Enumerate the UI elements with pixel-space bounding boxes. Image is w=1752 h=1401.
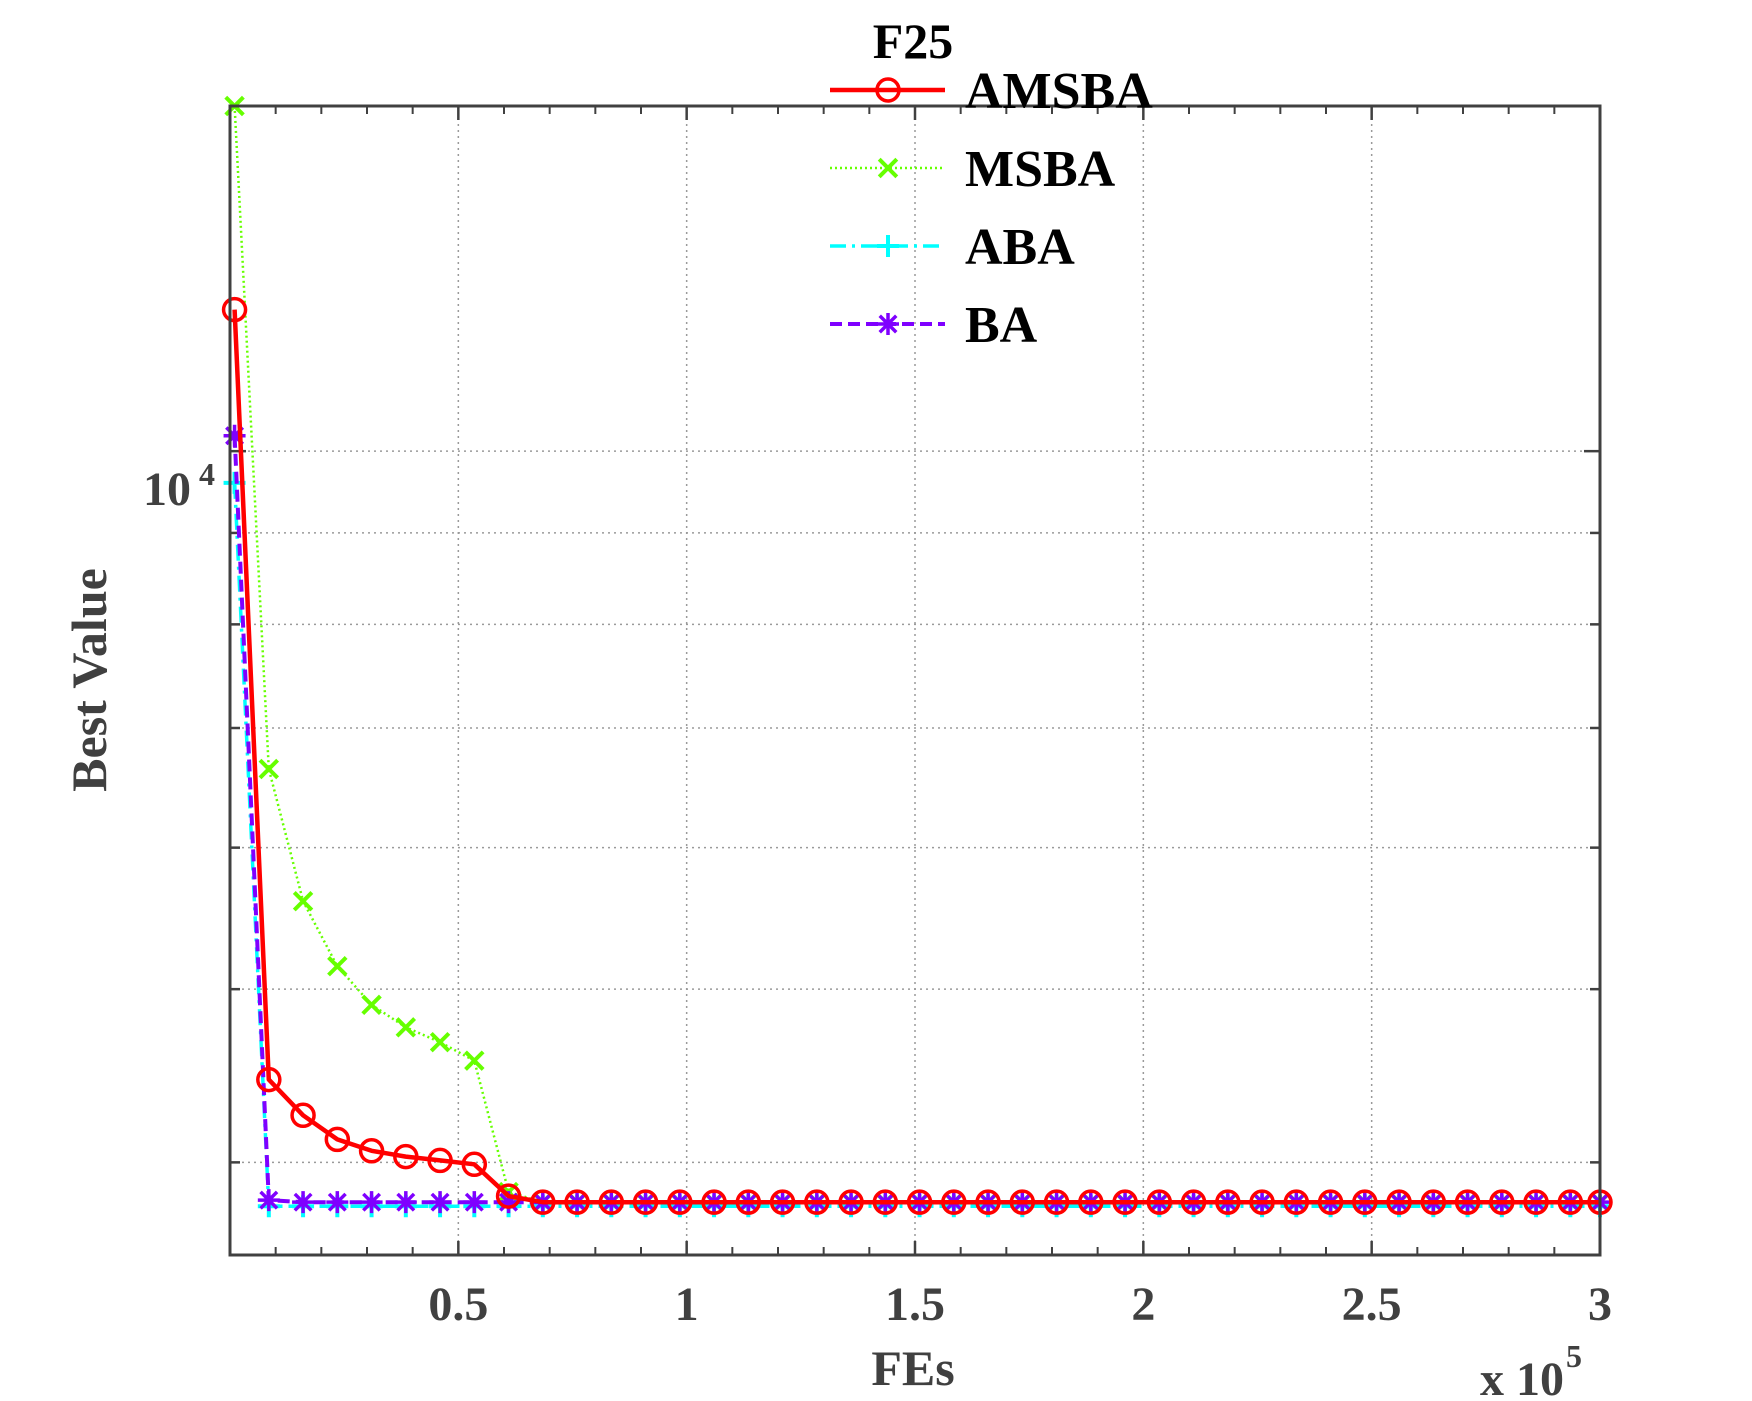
- marker-circle: [290, 1102, 316, 1129]
- legend-item-aba: ABA: [830, 219, 1075, 276]
- marker-x: [429, 1031, 451, 1053]
- y-tick-label-exponent: 4: [199, 456, 215, 492]
- x-axis-title: FEs: [871, 1340, 954, 1396]
- marker-circle: [1078, 1189, 1104, 1215]
- x-tick-label: 0.5: [428, 1278, 488, 1331]
- marker-circle: [1386, 1189, 1412, 1215]
- marker-circle: [1112, 1189, 1138, 1215]
- legend-label: ABA: [965, 219, 1075, 276]
- marker-circle: [667, 1189, 693, 1215]
- marker-circle: [1557, 1189, 1584, 1215]
- marker-circle: [838, 1189, 864, 1215]
- marker-circle: [769, 1189, 796, 1215]
- marker-x: [464, 1050, 485, 1071]
- legend-item-amsba: AMSBA: [830, 63, 1153, 120]
- marker-circle: [1317, 1189, 1344, 1215]
- marker-circle: [256, 1066, 282, 1093]
- marker-circle: [941, 1189, 967, 1215]
- marker-asterisk: [360, 1191, 383, 1214]
- marker-circle: [530, 1189, 556, 1215]
- marker-asterisk: [497, 1191, 520, 1214]
- x-multiplier-exponent: 5: [1566, 1338, 1582, 1374]
- x-tick-labels: 0.5 1 1.5 2 2.5 3: [428, 1278, 1612, 1331]
- marker-circle: [1249, 1189, 1275, 1215]
- legend-label: MSBA: [965, 141, 1116, 198]
- marker-circle: [632, 1189, 659, 1215]
- marker-x: [327, 956, 348, 977]
- marker-circle: [393, 1143, 419, 1170]
- marker-asterisk: [257, 1189, 280, 1212]
- y-tick-label-base: 10: [143, 463, 191, 516]
- legend-label: AMSBA: [965, 63, 1153, 120]
- x-tick-label: 1.5: [885, 1278, 945, 1331]
- marker-circle: [1523, 1189, 1549, 1215]
- marker-circle: [1009, 1189, 1036, 1215]
- marker-circle: [804, 1189, 830, 1215]
- marker-circle: [1489, 1189, 1515, 1215]
- marker-circle: [1043, 1189, 1070, 1215]
- marker-asterisk: [463, 1191, 486, 1214]
- marker-x: [361, 994, 382, 1016]
- legend: AMSBA MSBA ABA BA: [830, 63, 1153, 354]
- marker-asterisk: [429, 1191, 452, 1214]
- chart-title: F25: [873, 13, 954, 69]
- marker-x: [292, 890, 314, 912]
- marker-circle: [598, 1189, 625, 1215]
- plot-area: [230, 106, 1600, 1255]
- marker-asterisk: [292, 1191, 315, 1214]
- marker-asterisk: [877, 313, 899, 335]
- marker-circle: [975, 1189, 1001, 1215]
- marker-circle: [358, 1138, 385, 1164]
- marker-circle: [461, 1151, 488, 1178]
- marker-circle: [1454, 1189, 1481, 1215]
- marker-plus: [877, 235, 899, 257]
- marker-asterisk: [394, 1191, 417, 1214]
- marker-circle: [735, 1189, 762, 1215]
- marker-x: [258, 758, 280, 780]
- legend-item-ba: BA: [830, 297, 1038, 354]
- marker-circle: [906, 1189, 933, 1215]
- legend-label: BA: [965, 297, 1038, 354]
- marker-circle: [221, 296, 248, 323]
- marker-circle: [427, 1147, 453, 1174]
- marker-circle: [872, 1189, 899, 1215]
- x-tick-label: 3: [1588, 1278, 1612, 1331]
- marker-circle: [1420, 1189, 1447, 1215]
- x-tick-label: 1: [675, 1278, 699, 1331]
- marker-circle: [1180, 1189, 1207, 1215]
- marker-asterisk: [223, 424, 246, 447]
- marker-circle: [1352, 1189, 1378, 1215]
- series-amsba: [221, 296, 1613, 1215]
- plot-frame: [228, 104, 1602, 1257]
- marker-circle: [495, 1183, 522, 1209]
- marker-circle: [701, 1189, 727, 1215]
- legend-item-msba: MSBA: [830, 141, 1116, 198]
- x-multiplier-base: x 10: [1480, 1353, 1564, 1401]
- y-axis-title: Best Value: [61, 568, 117, 792]
- marker-asterisk: [326, 1191, 349, 1214]
- marker-circle: [1146, 1189, 1173, 1215]
- marker-circle: [1215, 1189, 1241, 1215]
- marker-circle: [324, 1126, 351, 1153]
- marker-x: [395, 1017, 417, 1038]
- marker-x: [877, 157, 899, 179]
- marker-circle: [564, 1189, 590, 1215]
- marker-circle: [875, 77, 901, 103]
- x-tick-label: 2.5: [1342, 1278, 1402, 1331]
- series-layer: [221, 95, 1613, 1218]
- marker-circle: [1283, 1189, 1310, 1215]
- x-tick-label: 2: [1131, 1278, 1155, 1331]
